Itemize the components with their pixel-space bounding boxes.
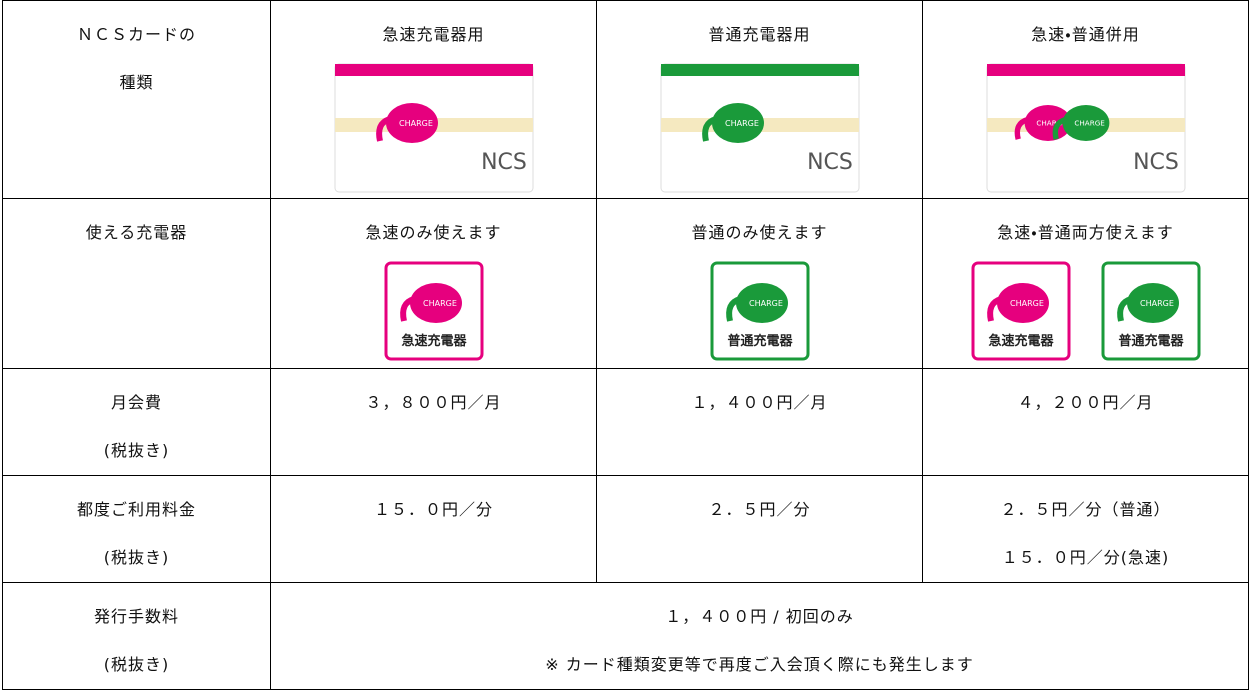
table-cell: ４，２００円／月 (922, 368, 1249, 476)
table-row: 発行手数料 (税抜き) １，４００円 / 初回のみ ※ カード種類変更等で再度ご入会頂… (2, 582, 1249, 690)
table-cell: ２．５円／分（普通） １５．０円／分(急速) (922, 475, 1249, 583)
logo-badge: 急速充電器 (988, 333, 1054, 349)
elephant-trunk (1014, 116, 1029, 140)
charger-logo: CHARGE 普通充電器 (1101, 261, 1200, 361)
logo-badge: 急速充電器 (401, 333, 467, 349)
cell-text: １５．０円／分 (373, 500, 493, 519)
cell-text: １５．０円／分(急速) (1001, 548, 1170, 567)
cell-image: CHARGE 普通充電器 (597, 261, 922, 361)
logo-text: CHARGE (1036, 119, 1067, 128)
logo-text: CHARGE (1010, 299, 1044, 308)
cell-text: 急速・普通両方使えます (997, 223, 1174, 242)
card-image: CHARGE NCS (334, 63, 533, 193)
card-image: CHARGE CHARGE NCS (986, 63, 1185, 193)
elephant-trunk (986, 296, 1002, 322)
logo-badge: 普通充電器 (1118, 333, 1184, 349)
charger-logo: CHARGE 急速充電器 (384, 261, 483, 361)
elephant-body (385, 103, 438, 143)
cell-image: CHARGE 急速充電器 (271, 261, 596, 361)
logo-text: CHARGE (423, 299, 457, 308)
cell-text: １，４００円／月 (691, 393, 828, 412)
elephant-body (1024, 105, 1071, 141)
charger-logo: CHARGE 急速充電器 (971, 261, 1070, 361)
elephant-trunk (1116, 296, 1132, 322)
cell-text: 都度ご利用料金 (76, 500, 196, 519)
table-cell: ３，８００円／月 (270, 368, 597, 476)
elephant-body (711, 103, 764, 143)
cell-text: 急速のみ使えます (365, 223, 502, 242)
cell-text: １，４００円 / 初回のみ (665, 607, 854, 626)
elephant-body (1062, 105, 1109, 141)
table-cell: 月会費 (税抜き) (2, 368, 271, 476)
table-cell: 発行手数料 (税抜き) (2, 582, 271, 690)
table-row: 月会費 (税抜き) ３，８００円／月 １，４００円／月 ４，２００円／月 (2, 368, 1249, 476)
elephant-body (735, 283, 788, 323)
logo-text: CHARGE (749, 299, 783, 308)
table-cell: ＮＣＳカードの 種類 (2, 0, 271, 199)
cell-text: ２．５円／分 (708, 500, 811, 519)
cell-text: 急速充電器用 (382, 25, 485, 44)
elephant-trunk (375, 116, 391, 142)
cell-image: CHARGE NCS (271, 63, 596, 193)
card-bar (660, 64, 859, 76)
charger-logo: CHARGE 普通充電器 (710, 261, 809, 361)
table-cell: １，４００円 / 初回のみ ※ カード種類変更等で再度ご入会頂く際にも発生します (270, 582, 1249, 690)
elephant-trunk (725, 296, 741, 322)
cell-text: (税抜き) (103, 548, 170, 567)
table-row: 都度ご利用料金 (税抜き) １５．０円／分 ２．５円／分 ２．５円／分（普通） １５．０円… (2, 475, 1249, 583)
card-brand: NCS (807, 150, 853, 175)
table-cell: 普通充電器用 CHARGE NCS (596, 0, 923, 199)
card-bar (334, 64, 533, 76)
elephant-trunk (399, 296, 415, 322)
logo-text: CHARGE (399, 119, 433, 128)
card-brand: NCS (1133, 150, 1179, 175)
cell-text: 月会費 (110, 393, 162, 412)
table-cell: 普通のみ使えます CHARGE 普通充電器 (596, 198, 923, 369)
elephant-body (1126, 283, 1179, 323)
cell-image: CHARGE 急速充電器 CHARGE 普通充電器 (923, 261, 1248, 361)
cell-text: 普通のみ使えます (691, 223, 828, 242)
logo-text: CHARGE (725, 119, 759, 128)
table-cell: 急速・普通併用 CHARGE CHARGE NCS (922, 0, 1249, 199)
cell-text: ※ カード種類変更等で再度ご入会頂く際にも発生します (545, 655, 974, 674)
logo-text: CHARGE (1140, 299, 1174, 308)
cell-image: CHARGE NCS (597, 63, 922, 193)
elephant-trunk (701, 116, 717, 142)
cell-text: ２．５円／分（普通） (1000, 500, 1171, 519)
cell-text: ３，８００円／月 (365, 393, 502, 412)
cell-text: 種類 (119, 73, 154, 92)
table-cell: 急速・普通両方使えます CHARGE 急速充電器 CHARGE 普通充電器 (922, 198, 1249, 369)
table-cell: 使える充電器 (2, 198, 271, 369)
table-cell: １５．０円／分 (270, 475, 597, 583)
cell-text: 急速・普通併用 (1031, 25, 1140, 44)
logo-text: CHARGE (1074, 119, 1105, 128)
elephant-trunk (1052, 116, 1067, 140)
cell-text: 使える充電器 (85, 223, 188, 242)
card-brand: NCS (481, 150, 527, 175)
table-row: 使える充電器 急速のみ使えます CHARGE 急速充電器 普通のみ使えます CHARGE 普… (2, 198, 1249, 369)
cell-text: 発行手数料 (93, 607, 179, 626)
cell-text: ＮＣＳカードの (76, 25, 196, 44)
table-cell: １，４００円／月 (596, 368, 923, 476)
table-cell: 都度ご利用料金 (税抜き) (2, 475, 271, 583)
table-row: ＮＣＳカードの 種類 急速充電器用 CHARGE NCS 普通充電器用 CHARGE NCS 急… (2, 0, 1249, 199)
card-bar (986, 64, 1185, 76)
logo-badge: 普通充電器 (727, 333, 793, 349)
elephant-body (409, 283, 462, 323)
table-cell: ２．５円／分 (596, 475, 923, 583)
cell-text: ４，２００円／月 (1017, 393, 1154, 412)
cell-image: CHARGE CHARGE NCS (923, 63, 1248, 193)
cell-text: (税抜き) (103, 655, 170, 674)
cell-text: (税抜き) (103, 441, 170, 460)
card-image: CHARGE NCS (660, 63, 859, 193)
cell-text: 普通充電器用 (708, 25, 811, 44)
elephant-body (996, 283, 1049, 323)
table-cell: 急速のみ使えます CHARGE 急速充電器 (270, 198, 597, 369)
table-cell: 急速充電器用 CHARGE NCS (270, 0, 597, 199)
